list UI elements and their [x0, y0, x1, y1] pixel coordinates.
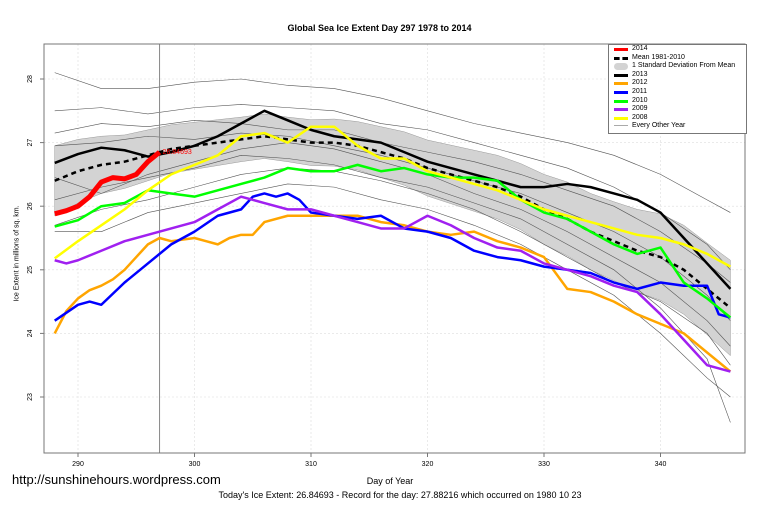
- legend-label: 1 Standard Deviation From Mean: [632, 62, 736, 70]
- legend-swatch: [614, 63, 628, 71]
- mean-line: [54, 134, 732, 309]
- x-tick-label: 340: [655, 461, 667, 468]
- other-year-line: [54, 72, 731, 213]
- legend-label: 2010: [632, 96, 648, 104]
- legend-item: 2013: [609, 71, 746, 80]
- legend-label: Every Other Year: [632, 122, 686, 130]
- legend-label: 2014: [632, 45, 648, 52]
- x-tick-label: 320: [422, 461, 434, 468]
- legend-swatch: [614, 125, 628, 127]
- legend-item: 2014: [609, 45, 746, 54]
- axes-box: [43, 43, 746, 454]
- legend-item: 2010: [609, 97, 746, 106]
- legend-item: 2012: [609, 79, 746, 88]
- legend-swatch: [614, 82, 628, 86]
- legend-swatch: [614, 99, 628, 103]
- series-line-2009: [54, 195, 731, 373]
- legend-label: 2011: [632, 87, 648, 95]
- legend-label: 2012: [632, 79, 648, 87]
- legend: 2014 Mean 1981-2010 1 Standard Deviation F…: [608, 44, 747, 134]
- series-line-2013: [54, 109, 732, 290]
- x-tick-label: 330: [538, 461, 550, 468]
- series-line-2012: [53, 214, 732, 373]
- series-line-2008: [53, 125, 731, 268]
- chart-title: Global Sea Ice Extent Day 297 1978 to 20…: [287, 23, 472, 33]
- x-tick-label: 290: [72, 461, 84, 468]
- other-year-line: [54, 120, 731, 283]
- y-tick-label: 23: [27, 393, 34, 401]
- y-tick-label: 27: [27, 139, 34, 147]
- legend-item: 2011: [609, 88, 746, 97]
- legend-swatch: [614, 48, 628, 51]
- y-tick-label: 24: [27, 329, 34, 337]
- watermark-url: http://sunshinehours.wordpress.com: [12, 472, 221, 487]
- x-axis-label: Day of Year: [366, 476, 414, 486]
- footer-note: Today's Ice Extent: 26.84693 - Record fo…: [218, 490, 582, 500]
- y-tick-label: 26: [27, 202, 34, 210]
- legend-label: 2008: [632, 113, 648, 121]
- series-line-2014: [54, 150, 162, 217]
- legend-item: Mean 1981-2010: [609, 54, 746, 63]
- legend-swatch: [614, 56, 628, 60]
- legend-item: 2008: [609, 114, 746, 123]
- y-axis-label: Ice Extent in millions of sq. km.: [13, 205, 21, 302]
- legend-label: Mean 1981-2010: [632, 53, 685, 61]
- y-tick-label: 25: [27, 266, 34, 274]
- legend-swatch: [614, 73, 628, 77]
- legend-swatch: [614, 116, 628, 120]
- legend-item: 1 Standard Deviation From Mean: [609, 62, 746, 71]
- x-tick-label: 310: [305, 461, 317, 468]
- legend-item: Every Other Year: [609, 122, 746, 131]
- other-year-line: [54, 132, 731, 321]
- legend-label: 2013: [632, 70, 648, 78]
- legend-swatch: [614, 90, 628, 94]
- legend-swatch: [614, 108, 628, 112]
- series-line-2010: [54, 163, 732, 319]
- y-tick-label: 28: [27, 75, 34, 83]
- sd-band: [54, 113, 731, 357]
- legend-label: 2009: [632, 105, 648, 113]
- series-line-2011: [53, 192, 731, 322]
- endpoint-label: 26.84693: [163, 149, 192, 156]
- x-tick-label: 300: [189, 461, 201, 468]
- legend-item: 2009: [609, 105, 746, 114]
